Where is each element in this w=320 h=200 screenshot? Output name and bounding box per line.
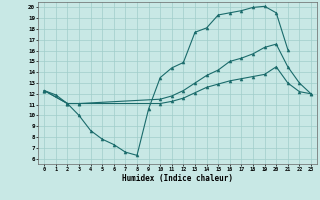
X-axis label: Humidex (Indice chaleur): Humidex (Indice chaleur) [122,174,233,183]
